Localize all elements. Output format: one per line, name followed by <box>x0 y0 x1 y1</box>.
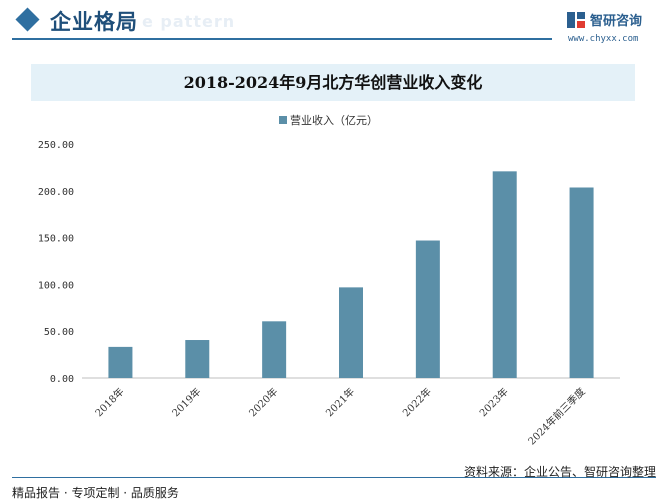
bar <box>339 287 363 378</box>
brand-logo-icon <box>567 12 585 28</box>
chart-title-band: 2018-2024年9月北方华创营业收入变化 <box>31 64 635 101</box>
bar <box>262 321 287 378</box>
brand-name: 智研咨询 <box>590 14 643 29</box>
chart-title: 2018-2024年9月北方华创营业收入变化 <box>183 73 483 92</box>
x-tick-label: 2022年 <box>400 385 434 419</box>
header-divider <box>12 38 552 40</box>
data-source-note: 资料来源：企业公告、智研咨询整理 <box>463 465 656 479</box>
x-tick-label: 2020年 <box>246 385 280 419</box>
y-tick-label: 150.00 <box>38 234 74 245</box>
bar <box>108 346 133 378</box>
footer-divider <box>12 477 656 478</box>
brand-url: www.chyxx.com <box>568 34 639 44</box>
x-tick-label: 2019年 <box>169 385 203 419</box>
bar <box>492 171 517 378</box>
x-tick-label: 2024年前三季度 <box>525 385 588 448</box>
y-tick-label: 200.00 <box>38 187 74 198</box>
page-header: 企业格局 e pattern <box>0 0 668 44</box>
x-tick-label: 2021年 <box>323 385 357 419</box>
y-tick-label: 0.00 <box>50 374 74 385</box>
brand-logo: 智研咨询 www.chyxx.com <box>566 9 666 45</box>
x-tick-label: 2018年 <box>92 385 126 419</box>
header-watermark-text: e pattern <box>142 12 236 31</box>
legend-label: 营业收入（亿元） <box>290 114 378 127</box>
bar-chart: 0.00 50.00 100.00 150.00 200.00 250.00 2018年 20… <box>38 140 620 448</box>
bar <box>415 240 440 378</box>
y-tick-label: 250.00 <box>38 140 74 151</box>
bar <box>569 187 594 378</box>
y-tick-label: 50.00 <box>44 327 74 338</box>
bar <box>185 340 210 378</box>
page-footer: 资料来源：企业公告、智研咨询整理 精品报告 · 专项定制 · 品质服务 <box>0 465 668 503</box>
footer-slogan: 精品报告 · 专项定制 · 品质服务 <box>12 486 179 500</box>
x-tick-label: 2023年 <box>477 385 511 419</box>
y-tick-label: 100.00 <box>38 280 74 291</box>
section-title: 企业格局 <box>50 9 138 34</box>
legend-swatch <box>279 116 287 124</box>
